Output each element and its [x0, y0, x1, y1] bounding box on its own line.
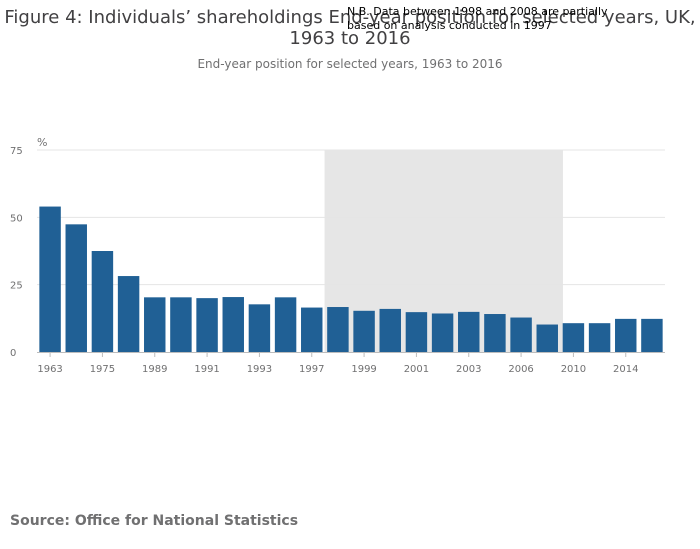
x-tick-label: 1993 [247, 364, 272, 375]
bar [301, 307, 323, 352]
x-tick-label: 2014 [613, 364, 638, 375]
bar [562, 323, 585, 352]
bar [274, 297, 297, 352]
bar [39, 206, 61, 352]
gridlines [37, 149, 665, 286]
x-tick-label: 2010 [561, 364, 586, 375]
x-tick-label: 1975 [90, 364, 115, 375]
source-note: Source: Office for National Statistics [10, 513, 299, 529]
y-axis-label: % [37, 136, 47, 149]
bar [641, 318, 663, 352]
y-tick-label: 75 [10, 146, 23, 157]
bar [91, 251, 114, 352]
x-tick-label: 1997 [299, 364, 324, 375]
bar [327, 307, 349, 352]
bar [117, 276, 140, 352]
bar [588, 323, 611, 352]
bar [405, 312, 428, 352]
bar [65, 224, 87, 352]
x-tick-label: 2003 [456, 364, 481, 375]
bar [353, 310, 375, 352]
bar [222, 297, 244, 352]
bar [170, 297, 192, 352]
bar [510, 317, 532, 352]
x-tick-label: 2001 [404, 364, 429, 375]
bar [144, 297, 166, 352]
bar [484, 314, 506, 352]
bar [458, 311, 480, 352]
x-tick-label: 1963 [37, 364, 62, 375]
bar [615, 318, 637, 352]
chart-title: Figure 4: Individuals’ shareholdings End… [4, 7, 696, 49]
bar [379, 308, 401, 352]
chart-note: N.B. Data between 1998 and 2008 are part… [347, 5, 608, 32]
bar [196, 298, 218, 352]
bar [431, 313, 454, 352]
bar [248, 304, 271, 352]
y-tick-label: 0 [10, 348, 16, 359]
x-tick-label: 2006 [508, 364, 533, 375]
axes: 0 25 50 75% 1963 1975 1989 1991 1993 1997 1999 2001… [10, 136, 665, 375]
x-tick-label: 1991 [194, 364, 219, 375]
y-tick-label: 25 [10, 281, 23, 292]
chart-subtitle: End-year position for selected years, 19… [197, 57, 503, 71]
x-tick-label: 1999 [351, 364, 376, 375]
bars [39, 206, 663, 352]
x-tick-label: 1989 [142, 364, 167, 375]
y-tick-label: 50 [10, 213, 23, 224]
bar [536, 324, 558, 352]
